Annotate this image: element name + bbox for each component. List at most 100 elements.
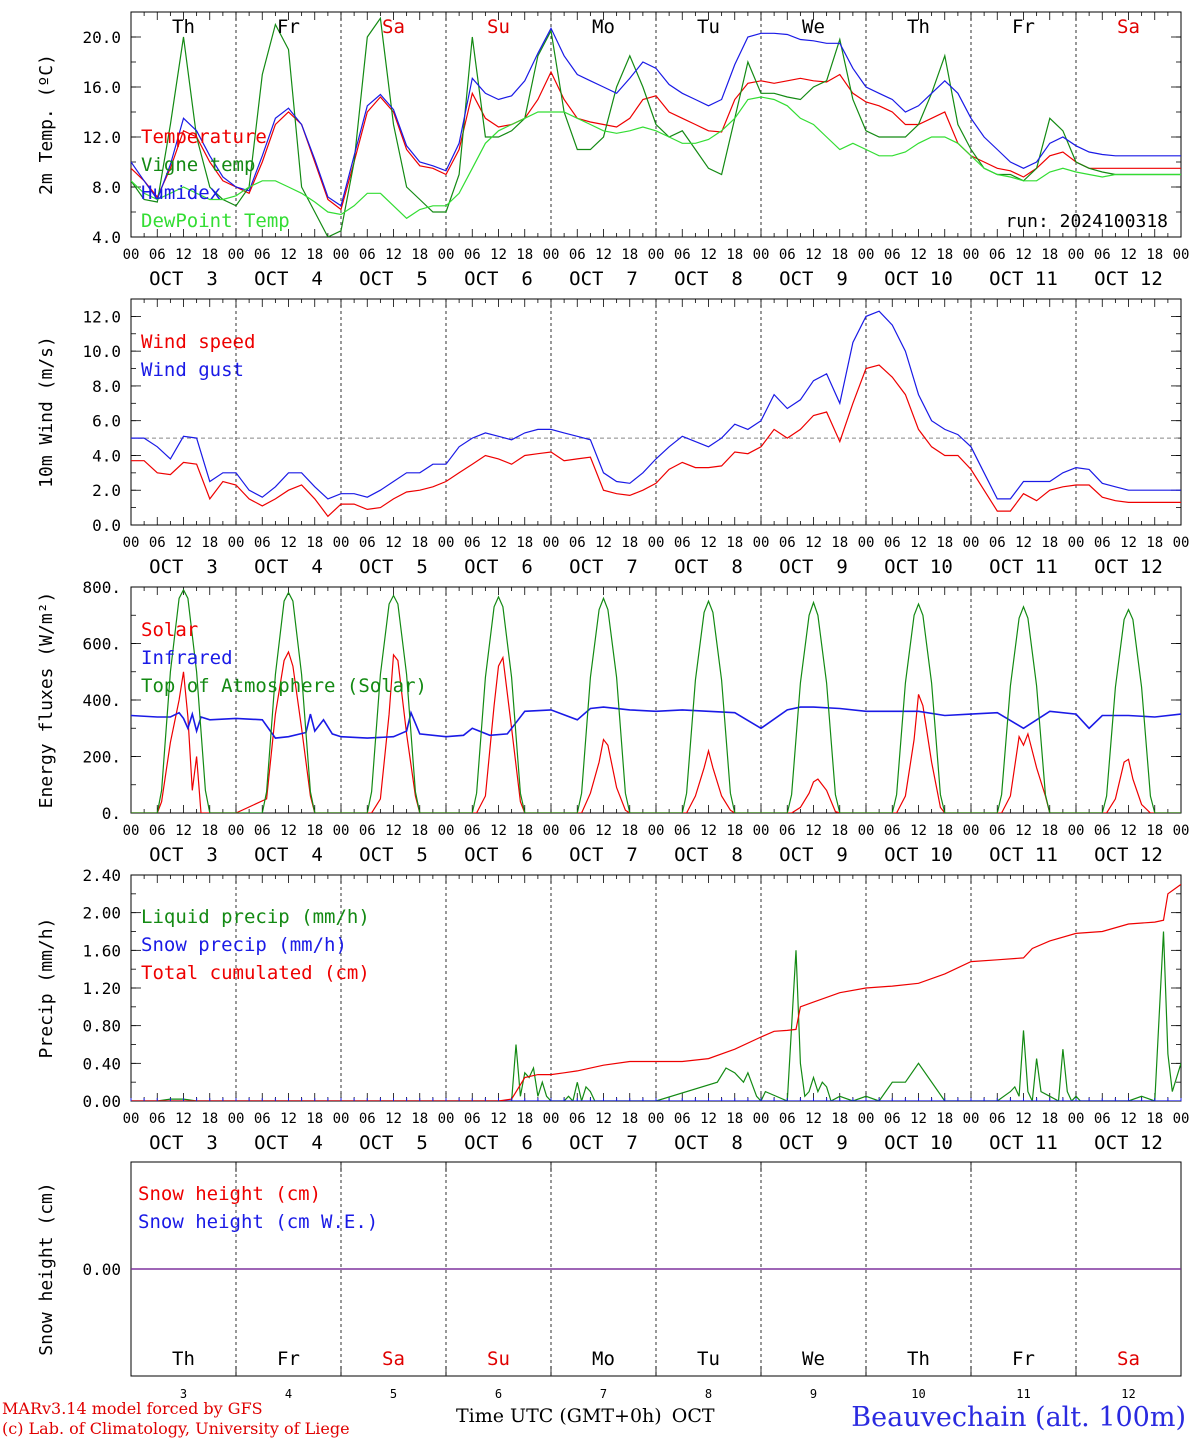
date-label: OCT 4 [254,844,323,866]
hour-label: 00 [1173,247,1190,263]
hour-label: 18 [411,1111,428,1127]
hour-label: 00 [438,247,455,263]
hour-label: 12 [805,535,822,551]
legend-entry: DewPoint Temp [141,210,290,232]
hour-label: 18 [411,247,428,263]
hour-label: 12 [385,535,402,551]
day-label: Mo [592,1348,615,1370]
date-label: OCT 6 [464,844,533,866]
date-label: OCT 11 [989,844,1058,866]
series-group [131,310,1181,518]
date-label: OCT 9 [779,556,848,578]
date-label: OCT 3 [149,1132,218,1154]
legend-entry: Liquid precip (mm/h) [141,906,370,928]
hour-label: 18 [1041,823,1058,839]
hour-label: 12 [700,535,717,551]
series-line-humidex [131,26,1181,207]
hour-label: 18 [831,1111,848,1127]
hour-label: 12 [1015,535,1032,551]
hour-label: 12 [175,823,192,839]
date-label: OCT 8 [674,556,743,578]
hour-label: 00 [123,535,140,551]
date-label: OCT 9 [779,844,848,866]
hour-label: 06 [569,247,586,263]
hour-label: 12 [385,1111,402,1127]
hour-label: 00 [438,1111,455,1127]
hour-label: 00 [543,1111,560,1127]
hour-label: 06 [359,823,376,839]
model-credit-line-2: (c) Lab. of Climatology, University of L… [2,1419,350,1438]
hour-label: 12 [595,535,612,551]
hour-label: 06 [884,1111,901,1127]
hour-label: 00 [333,823,350,839]
date-label: OCT 11 [989,1132,1058,1154]
series-line-vigne-temp [131,16,1181,237]
hour-label: 00 [1173,823,1190,839]
date-label: OCT 6 [464,556,533,578]
hour-label: 18 [936,535,953,551]
y-tick-label: 10.0 [82,342,121,361]
hour-label: 12 [1120,247,1137,263]
panel-temp: 4.0 8.0 12.0 16.0 20.0 2m Temp. (ºC) Temperatu… [36,11,1190,290]
y-tick-label: 8.0 [92,178,121,197]
day-label: Fr [277,16,300,38]
y-tick-label: 2.0 [92,481,121,500]
date-label: OCT 3 [149,268,218,290]
hour-label: 18 [831,823,848,839]
hour-label: 18 [831,535,848,551]
hour-label: 00 [648,535,665,551]
y-tick-label: 4.0 [92,446,121,465]
legend-entry: Top of Atmosphere (Solar) [141,675,427,697]
hour-label: 18 [831,247,848,263]
hour-label: 00 [543,535,560,551]
hour-label: 18 [621,823,638,839]
hour-label: 06 [464,535,481,551]
hour-label: 00 [543,247,560,263]
day-number: 3 [180,1387,187,1401]
day-label: Fr [1012,16,1035,38]
date-label: OCT 12 [1094,1132,1163,1154]
date-label: OCT 4 [254,268,323,290]
hour-label: 12 [700,1111,717,1127]
series-line-top-of-atmosphere-solar- [131,588,1181,813]
hour-label: 12 [280,535,297,551]
date-label: OCT 9 [779,268,848,290]
day-label: Sa [1117,16,1140,38]
hour-label: 06 [779,823,796,839]
hour-label: 00 [438,535,455,551]
legend-entry: Infrared [141,647,233,669]
hour-label: 06 [1094,823,1111,839]
y-axis-title: 2m Temp. (ºC) [36,54,57,195]
hour-label: 06 [989,823,1006,839]
hour-label: 12 [805,247,822,263]
station-name: Beauvechain (alt. 100m) [851,1402,1186,1433]
day-number: 6 [495,1387,502,1401]
date-label: OCT 8 [674,844,743,866]
hour-label: 00 [543,823,560,839]
hour-label: 00 [963,247,980,263]
y-tick-label: 0.00 [82,1092,121,1111]
date-label: OCT 5 [359,556,428,578]
hour-label: 00 [753,535,770,551]
hour-label: 18 [1041,1111,1058,1127]
date-label: OCT 5 [359,844,428,866]
hour-label: 18 [726,247,743,263]
series-line-wind-gust [131,310,1181,500]
y-tick-label: 12.0 [82,128,121,147]
date-label: OCT 7 [569,844,638,866]
date-label: OCT 10 [884,268,953,290]
hour-label: 00 [963,823,980,839]
hour-label: 06 [569,823,586,839]
hour-label: 00 [333,1111,350,1127]
x-axis-title: Time UTC (GMT+0h) [456,1405,662,1427]
hour-label: 12 [175,1111,192,1127]
hour-label: 00 [1068,1111,1085,1127]
day-label: Sa [1117,1348,1140,1370]
hour-label: 06 [674,1111,691,1127]
hour-label: 12 [1120,823,1137,839]
date-label: OCT 8 [674,1132,743,1154]
legend-entry: Humidex [141,182,221,204]
day-label: Th [172,16,195,38]
hour-label: 06 [779,1111,796,1127]
